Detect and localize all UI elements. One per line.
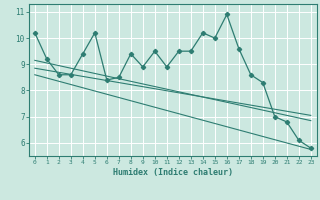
X-axis label: Humidex (Indice chaleur): Humidex (Indice chaleur): [113, 168, 233, 177]
